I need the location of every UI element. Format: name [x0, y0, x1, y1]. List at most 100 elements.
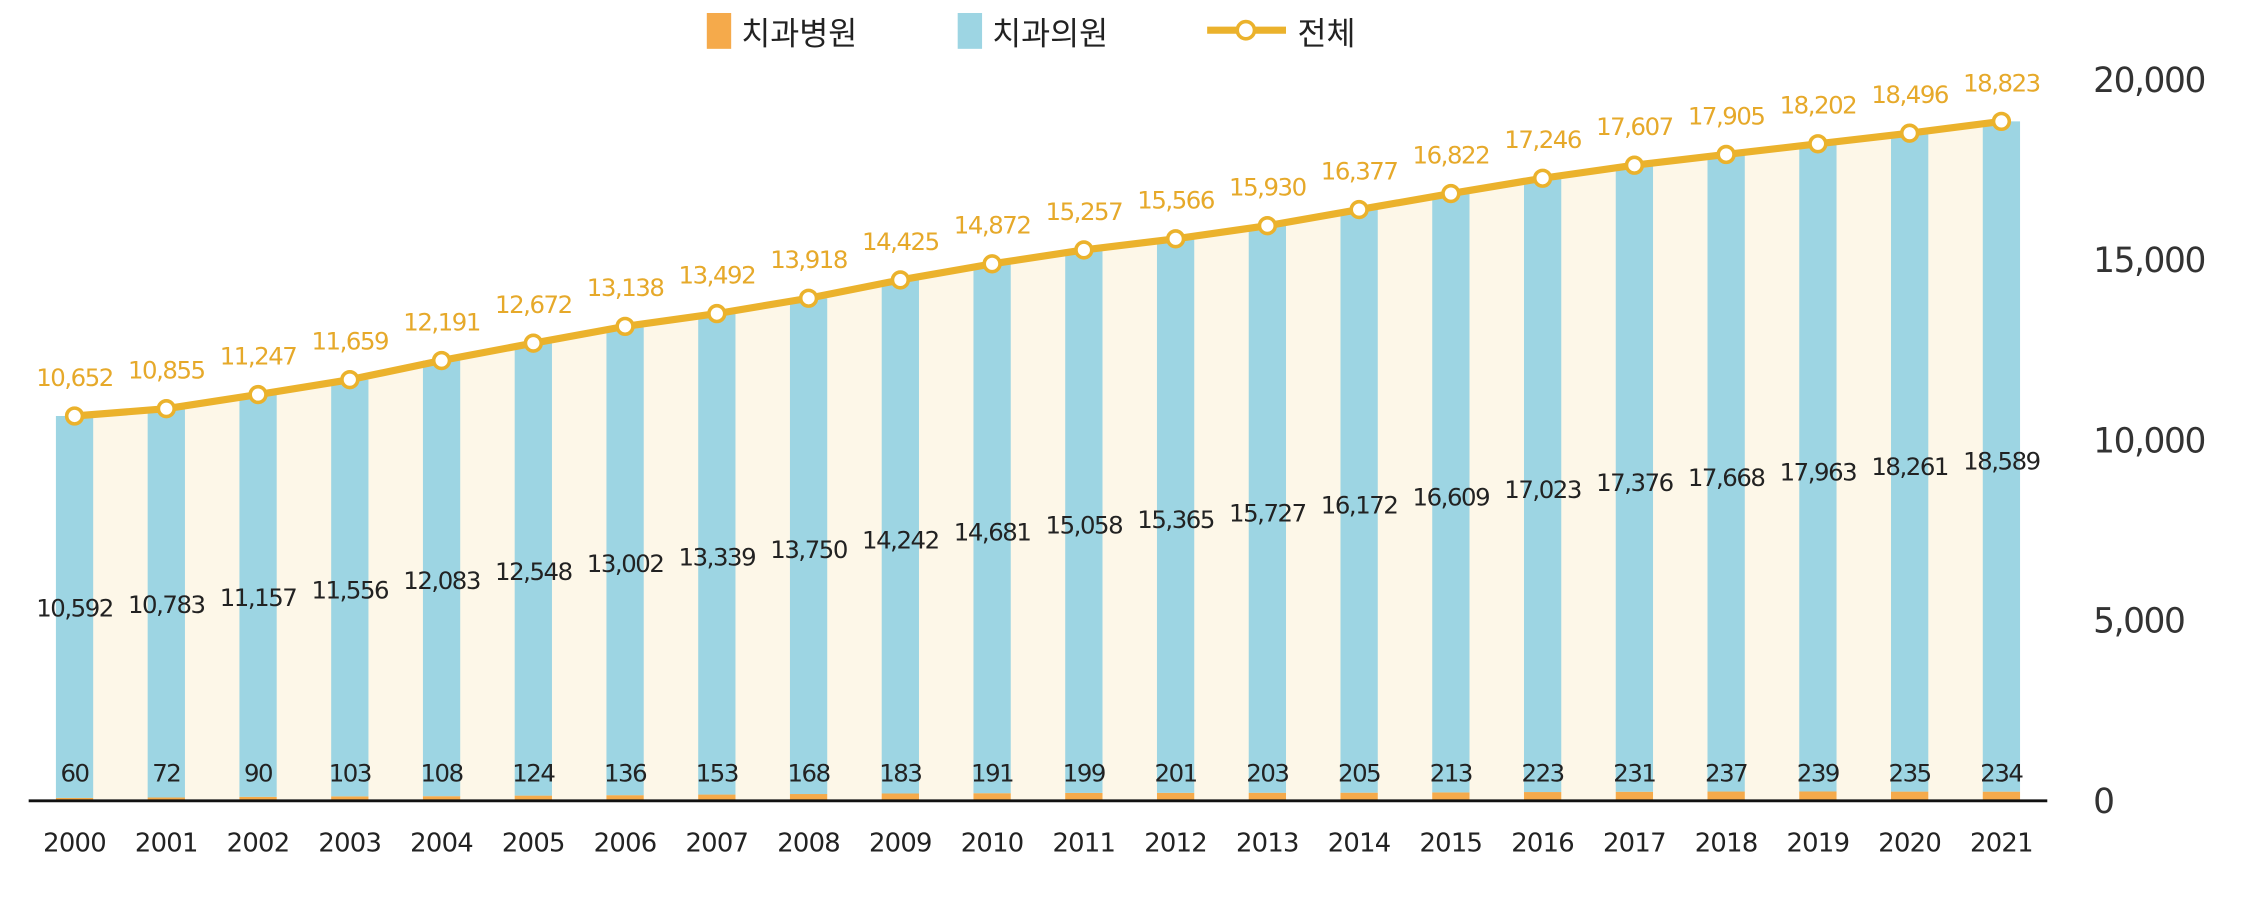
bar-2017-clinic: [1615, 165, 1654, 792]
y-tick-3: 15,000: [2093, 241, 2205, 281]
bar-2005-clinic: [514, 343, 552, 796]
y-tick-0: 0: [2093, 782, 2113, 822]
x-tick-2000: 2000: [43, 829, 106, 859]
bar-2009-hospital: [881, 793, 919, 801]
label-total-2014: 16,377: [1321, 156, 1398, 185]
bar-2017-hospital: [1615, 791, 1654, 801]
legend-swatch-clinic: [957, 12, 983, 49]
label-hospital-2003: 103: [329, 758, 371, 787]
label-hospital-2015: 213: [1430, 758, 1472, 787]
total-area-fill: [74, 121, 2002, 801]
total-point-2016: [1532, 168, 1553, 188]
label-total-2020: 18,496: [1871, 80, 1948, 109]
legend-label-total: 전체: [1297, 17, 1355, 53]
total-point-2003: [340, 370, 360, 390]
bar-2003-clinic: [331, 379, 369, 797]
label-hospital-2017: 231: [1613, 758, 1655, 787]
label-hospital-2019: 239: [1797, 758, 1839, 787]
total-point-2021: [1991, 111, 2012, 132]
label-hospital-2008: 168: [787, 758, 829, 787]
label-total-2000: 10,652: [36, 363, 113, 392]
legend-swatch-hospital: [706, 12, 732, 49]
total-point-2000: [64, 406, 85, 426]
bar-2012-hospital: [1156, 792, 1195, 801]
label-clinic-2016: 17,023: [1504, 475, 1581, 504]
x-tick-2007: 2007: [685, 829, 748, 859]
label-clinic-2017: 17,376: [1596, 468, 1673, 497]
total-point-2010: [982, 254, 1002, 274]
label-total-2007: 13,492: [679, 260, 756, 289]
bar-2005-hospital: [514, 795, 552, 801]
total-line-path: [74, 117, 2002, 420]
x-tick-labels: 2000 2001 2002 2003 2004 2005 2006 2007 2008 2009…: [43, 829, 2033, 859]
label-hospital-2009: 183: [879, 758, 921, 787]
label-total-2018: 17,905: [1688, 101, 1765, 130]
bar-2020-hospital: [1891, 791, 1929, 801]
label-clinic-2004: 12,083: [403, 566, 480, 595]
label-hospital-2018: 237: [1705, 758, 1747, 787]
label-total-2009: 14,425: [862, 227, 939, 256]
bar-2015-hospital: [1432, 792, 1470, 801]
x-tick-2002: 2002: [227, 829, 290, 859]
bar-2008-hospital: [789, 794, 828, 801]
label-hospital-2020: 235: [1889, 758, 1931, 787]
x-tick-2021: 2021: [1970, 829, 2033, 859]
label-clinic-2012: 15,365: [1137, 505, 1214, 534]
x-tick-2016: 2016: [1511, 829, 1574, 859]
total-point-2007: [707, 303, 727, 324]
y-tick-labels: 0 5,000 10,000 15,000 20,000: [2093, 61, 2206, 822]
label-hospital-2014: 205: [1338, 758, 1380, 787]
total-line: [64, 111, 2012, 426]
total-point-2009: [890, 270, 911, 290]
bar-2019-clinic: [1799, 143, 1837, 792]
label-total-2006: 13,138: [587, 273, 664, 302]
total-point-2011: [1074, 240, 1094, 260]
total-point-2012: [1165, 229, 1186, 249]
bar-2018-hospital: [1707, 791, 1745, 801]
bar-2001-clinic: [147, 408, 185, 798]
label-total-2011: 15,257: [1046, 197, 1123, 226]
label-clinic-2013: 15,727: [1229, 498, 1306, 527]
label-hospital-2011: 199: [1063, 758, 1105, 787]
x-tick-2009: 2009: [869, 829, 932, 859]
label-clinic-2000: 10,592: [36, 594, 113, 623]
label-clinic-2009: 14,242: [862, 526, 939, 555]
bar-2016-hospital: [1523, 792, 1562, 801]
bars: [55, 121, 2021, 801]
label-clinic-2001: 10,783: [128, 590, 205, 619]
label-total-2019: 18,202: [1780, 91, 1857, 120]
label-clinic-2021: 18,589: [1963, 446, 2040, 475]
y-tick-2: 10,000: [2093, 421, 2205, 461]
x-tick-2019: 2019: [1786, 829, 1849, 859]
total-point-2005: [523, 333, 544, 353]
bar-2010-clinic: [973, 263, 1011, 794]
label-hospital-2001: 72: [152, 758, 180, 787]
y-tick-4: 20,000: [2093, 61, 2205, 101]
bar-2007-hospital: [698, 794, 736, 801]
y-tick-1: 5,000: [2093, 602, 2184, 642]
label-total-2016: 17,246: [1504, 125, 1581, 154]
x-tick-2011: 2011: [1052, 829, 1115, 859]
label-total-2005: 12,672: [495, 290, 572, 319]
total-point-2020: [1899, 123, 1920, 143]
label-clinic-2006: 13,002: [587, 549, 664, 578]
legend-label-clinic: 치과의원: [992, 17, 1108, 53]
label-hospital-2012: 201: [1155, 758, 1197, 787]
label-total-2001: 10,855: [128, 356, 205, 385]
bar-2011-hospital: [1065, 792, 1103, 801]
x-tick-2015: 2015: [1419, 829, 1482, 859]
label-clinic-2018: 17,668: [1688, 463, 1765, 492]
x-tick-2020: 2020: [1878, 829, 1941, 859]
x-tick-2012: 2012: [1144, 829, 1207, 859]
label-total-2021: 18,823: [1963, 68, 2040, 97]
label-hospital-2010: 191: [971, 758, 1013, 787]
bar-2004-clinic: [422, 360, 461, 797]
label-clinic-2010: 14,681: [954, 518, 1031, 547]
label-total-2010: 14,872: [954, 211, 1031, 240]
bar-2001-hospital: [147, 797, 185, 801]
bar-2008-clinic: [789, 298, 828, 795]
label-hospital-2004: 108: [420, 758, 462, 787]
total-point-2015: [1441, 183, 1461, 204]
bar-2019-hospital: [1799, 791, 1837, 801]
label-clinic-2014: 16,172: [1321, 490, 1398, 519]
